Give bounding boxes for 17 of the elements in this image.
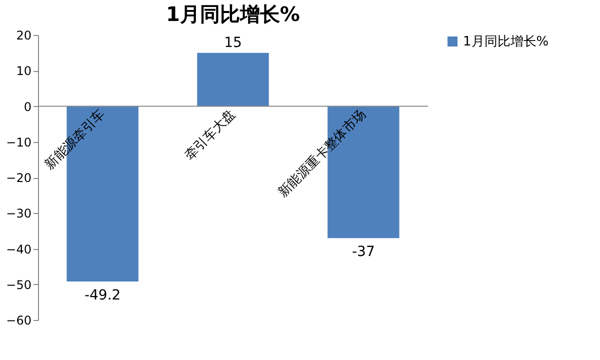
chart-title: 1月同比增长%: [166, 2, 300, 26]
x-tick-label: 新能源重卡整体市场: [276, 106, 370, 200]
y-tick-label: 0: [24, 100, 32, 114]
y-tick-label: −30: [6, 206, 32, 221]
y-tick-label: −50: [6, 278, 32, 292]
data-label: -37: [352, 244, 375, 260]
x-tick-label: 牵引车大盘: [182, 106, 239, 164]
y-tick-label: −20: [6, 171, 32, 185]
data-label: -49.2: [84, 288, 121, 304]
y-tick-label: 20: [16, 28, 32, 42]
y-tick-label: −40: [6, 242, 32, 256]
legend-label: 1月同比增长%: [463, 34, 549, 50]
y-tick-label: −10: [6, 135, 32, 150]
y-tick-label: −60: [6, 314, 32, 328]
y-tick-label: 10: [16, 64, 32, 78]
x-tick-label: 新能源牵引车: [42, 106, 108, 173]
data-label: 15: [224, 34, 242, 51]
